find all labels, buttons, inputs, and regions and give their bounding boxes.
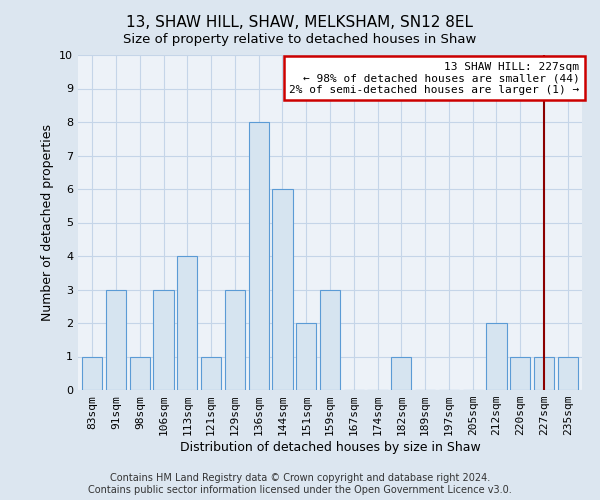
Bar bbox=[391, 356, 412, 390]
Bar bbox=[177, 256, 197, 390]
Bar bbox=[82, 356, 103, 390]
Bar bbox=[154, 290, 173, 390]
Bar bbox=[320, 290, 340, 390]
Bar bbox=[248, 122, 269, 390]
Bar bbox=[296, 323, 316, 390]
Bar bbox=[557, 356, 578, 390]
Bar bbox=[510, 356, 530, 390]
Bar bbox=[106, 290, 126, 390]
Bar bbox=[225, 290, 245, 390]
Bar bbox=[487, 323, 506, 390]
X-axis label: Distribution of detached houses by size in Shaw: Distribution of detached houses by size … bbox=[179, 441, 481, 454]
Text: 13 SHAW HILL: 227sqm
← 98% of detached houses are smaller (44)
2% of semi-detach: 13 SHAW HILL: 227sqm ← 98% of detached h… bbox=[289, 62, 580, 95]
Text: Size of property relative to detached houses in Shaw: Size of property relative to detached ho… bbox=[124, 32, 476, 46]
Text: 13, SHAW HILL, SHAW, MELKSHAM, SN12 8EL: 13, SHAW HILL, SHAW, MELKSHAM, SN12 8EL bbox=[127, 15, 473, 30]
Bar bbox=[272, 189, 293, 390]
Y-axis label: Number of detached properties: Number of detached properties bbox=[41, 124, 53, 321]
Text: Contains HM Land Registry data © Crown copyright and database right 2024.
Contai: Contains HM Land Registry data © Crown c… bbox=[88, 474, 512, 495]
Bar bbox=[201, 356, 221, 390]
Bar bbox=[534, 356, 554, 390]
Bar bbox=[130, 356, 150, 390]
